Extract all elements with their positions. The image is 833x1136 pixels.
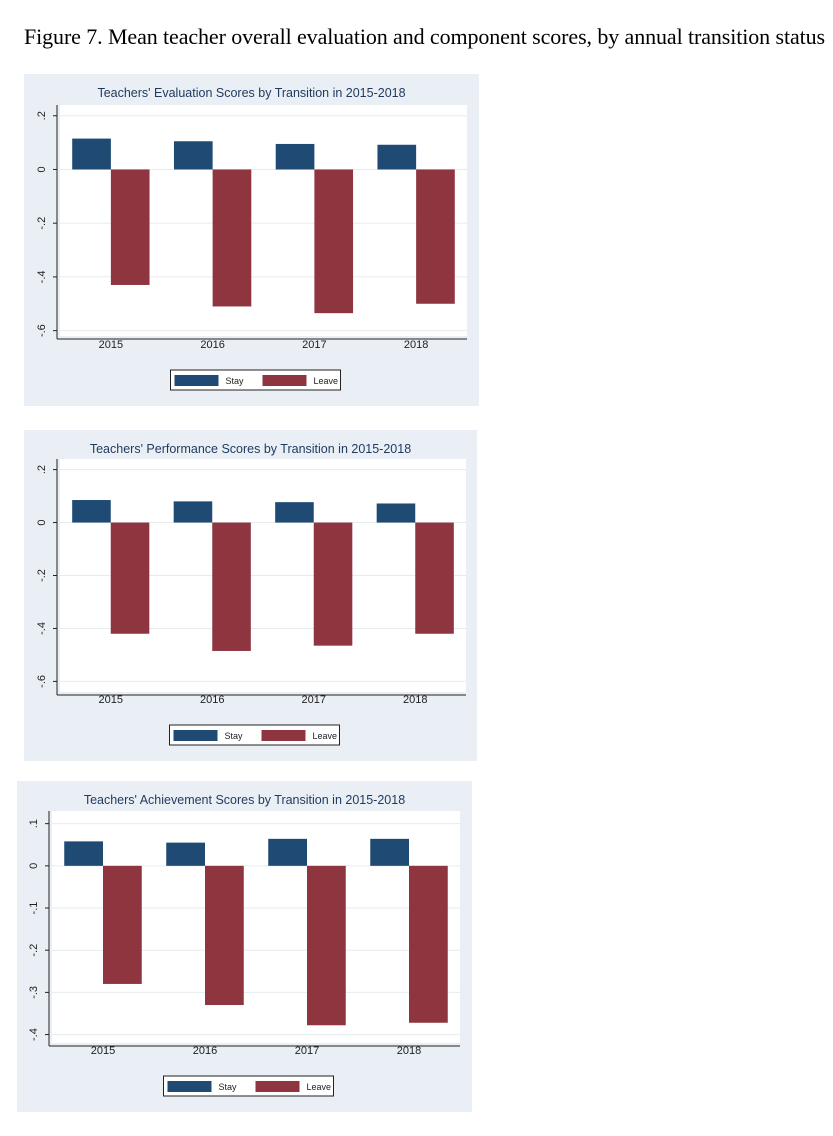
bar-stay bbox=[275, 143, 315, 170]
chart-title: Teachers' Achievement Scores by Transiti… bbox=[84, 793, 405, 807]
bar-stay bbox=[268, 838, 307, 866]
bar-leave bbox=[205, 865, 244, 1006]
bar-leave bbox=[212, 169, 252, 307]
achievement-scores-chart: Teachers' Achievement Scores by Transiti… bbox=[17, 781, 472, 1112]
bar-leave bbox=[212, 522, 251, 651]
bar-stay bbox=[275, 502, 314, 523]
chart-title: Teachers' Performance Scores by Transiti… bbox=[90, 442, 411, 456]
bar-leave bbox=[409, 865, 448, 1023]
chart-title: Teachers' Evaluation Scores by Transitio… bbox=[97, 86, 405, 100]
bar-stay bbox=[72, 138, 111, 170]
bar-leave bbox=[313, 522, 353, 646]
x-category-label: 2017 bbox=[302, 694, 326, 706]
legend-label-leave: Leave bbox=[307, 1082, 332, 1092]
legend-swatch-leave bbox=[262, 375, 307, 386]
y-tick-label: -.2 bbox=[28, 944, 40, 957]
bar-leave bbox=[415, 522, 454, 634]
bar-stay bbox=[376, 503, 416, 523]
y-tick-label: -.3 bbox=[28, 986, 40, 999]
legend-swatch-stay bbox=[173, 730, 218, 741]
y-tick-label: -.1 bbox=[28, 902, 40, 915]
x-category-label: 2016 bbox=[200, 694, 224, 706]
bar-stay bbox=[166, 842, 205, 866]
figure-title: Figure 7. Mean teacher overall evaluatio… bbox=[24, 24, 825, 49]
bar-leave bbox=[314, 169, 354, 314]
x-category-label: 2017 bbox=[302, 339, 326, 351]
y-tick-label: -.4 bbox=[28, 1028, 40, 1041]
evaluation-scores-chart: Teachers' Evaluation Scores by Transitio… bbox=[24, 74, 479, 406]
legend-label-stay: Stay bbox=[219, 1082, 238, 1092]
y-tick-label: -.6 bbox=[36, 324, 48, 337]
achievement-scores-plot: Teachers' Achievement Scores by Transiti… bbox=[28, 793, 460, 1097]
bar-stay bbox=[72, 500, 111, 523]
x-category-label: 2015 bbox=[99, 339, 123, 351]
y-tick-label: 0 bbox=[28, 863, 40, 869]
x-category-label: 2016 bbox=[193, 1045, 217, 1057]
x-category-label: 2015 bbox=[91, 1045, 115, 1057]
y-tick-label: -.2 bbox=[36, 569, 48, 582]
y-tick-label: -.2 bbox=[36, 217, 48, 230]
legend-label-leave: Leave bbox=[314, 376, 339, 386]
y-tick-label: .1 bbox=[28, 819, 40, 828]
y-tick-label: 0 bbox=[36, 166, 48, 172]
y-tick-label: -.4 bbox=[36, 270, 48, 283]
bar-leave bbox=[110, 522, 150, 634]
legend: Stay Leave bbox=[169, 724, 340, 746]
y-tick-label: .2 bbox=[36, 111, 48, 120]
bar-stay bbox=[370, 838, 409, 866]
x-category-label: 2015 bbox=[99, 694, 123, 706]
x-category-label: 2018 bbox=[403, 694, 427, 706]
legend-label-leave: Leave bbox=[313, 731, 338, 741]
legend: Stay Leave bbox=[170, 369, 341, 391]
x-category-label: 2016 bbox=[200, 339, 224, 351]
bar-stay bbox=[377, 144, 417, 170]
legend: Stay Leave bbox=[163, 1075, 334, 1097]
legend-swatch-leave bbox=[255, 1081, 300, 1092]
x-category-label: 2018 bbox=[397, 1045, 421, 1057]
y-tick-label: -.6 bbox=[36, 675, 48, 688]
x-category-label: 2018 bbox=[404, 339, 428, 351]
performance-scores-plot: Teachers' Performance Scores by Transiti… bbox=[36, 442, 466, 746]
legend-swatch-stay bbox=[167, 1081, 212, 1092]
legend-label-stay: Stay bbox=[225, 731, 244, 741]
legend-swatch-leave bbox=[261, 730, 306, 741]
legend-label-stay: Stay bbox=[226, 376, 245, 386]
bar-leave bbox=[103, 865, 142, 984]
bar-stay bbox=[173, 141, 213, 170]
bar-leave bbox=[110, 169, 150, 285]
performance-scores-chart: Teachers' Performance Scores by Transiti… bbox=[24, 430, 477, 761]
bar-leave bbox=[416, 169, 455, 304]
y-tick-label: .2 bbox=[36, 465, 48, 474]
bar-stay bbox=[64, 841, 103, 866]
bar-stay bbox=[173, 501, 213, 523]
evaluation-scores-plot: Teachers' Evaluation Scores by Transitio… bbox=[36, 86, 467, 391]
y-tick-label: -.4 bbox=[36, 622, 48, 635]
x-category-label: 2017 bbox=[295, 1045, 319, 1057]
bar-leave bbox=[307, 865, 346, 1026]
legend-swatch-stay bbox=[174, 375, 219, 386]
y-tick-label: 0 bbox=[36, 519, 48, 525]
